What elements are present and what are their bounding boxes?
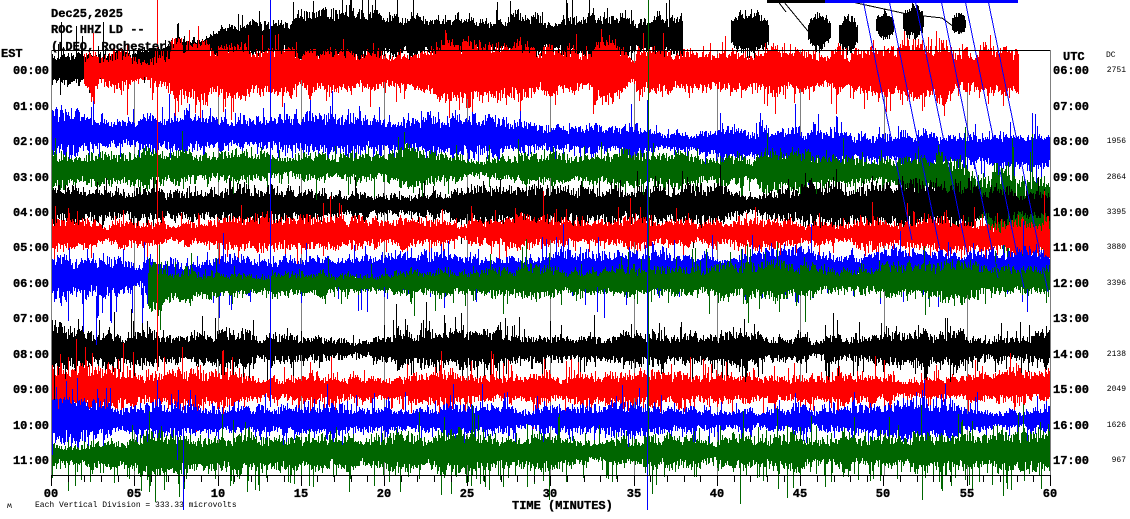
svg-text:12:00: 12:00 [1053,277,1089,291]
svg-text:60: 60 [1043,487,1057,501]
svg-text:11:00: 11:00 [13,454,49,468]
svg-text:35: 35 [627,487,641,501]
svg-text:50: 50 [876,487,890,501]
svg-text:09:00: 09:00 [1053,171,1089,185]
svg-text:1626: 1626 [1107,421,1126,430]
svg-text:00:00: 00:00 [13,64,49,78]
svg-text:13:00: 13:00 [1053,312,1089,326]
svg-text:2864: 2864 [1107,173,1126,182]
svg-text:09:00: 09:00 [13,383,49,397]
svg-text:55: 55 [960,487,974,501]
svg-text:(LDEO, Rochester): (LDEO, Rochester) [51,40,173,54]
svg-text:20: 20 [377,487,391,501]
svg-text:DC: DC [1106,51,1116,60]
svg-text:25: 25 [460,487,474,501]
svg-text:EST: EST [1,47,23,61]
svg-text:2138: 2138 [1107,350,1126,359]
svg-text:TIME (MINUTES): TIME (MINUTES) [512,499,613,513]
svg-text:30: 30 [543,487,557,501]
svg-text:10:00: 10:00 [13,419,49,433]
svg-text:10: 10 [211,487,225,501]
svg-text:00: 00 [44,487,58,501]
svg-text:3880: 3880 [1107,243,1126,252]
svg-text:05:00: 05:00 [13,241,49,255]
svg-text:17:00: 17:00 [1053,454,1089,468]
svg-text:Each Vertical Division = 333.: Each Vertical Division = 333.33 microvol… [35,501,237,510]
svg-text:08:00: 08:00 [13,348,49,362]
svg-text:UTC: UTC [1063,50,1085,64]
svg-text:ROC HHZ LD --: ROC HHZ LD -- [51,23,145,37]
svg-text:45: 45 [793,487,807,501]
svg-text:06:00: 06:00 [13,277,49,291]
svg-text:15:00: 15:00 [1053,383,1089,397]
svg-text:03:00: 03:00 [13,171,49,185]
svg-text:10:00: 10:00 [1053,206,1089,220]
svg-text:40: 40 [710,487,724,501]
svg-text:16:00: 16:00 [1053,419,1089,433]
svg-text:06:00: 06:00 [1053,64,1089,78]
svg-text:1956: 1956 [1107,137,1126,146]
svg-text:ʍ: ʍ [7,502,12,511]
svg-text:04:00: 04:00 [13,206,49,220]
svg-text:3396: 3396 [1107,279,1126,288]
svg-text:01:00: 01:00 [13,100,49,114]
svg-text:3395: 3395 [1107,208,1126,217]
svg-text:08:00: 08:00 [1053,135,1089,149]
svg-text:Dec25,2025: Dec25,2025 [51,7,123,21]
svg-text:07:00: 07:00 [13,312,49,326]
svg-text:2049: 2049 [1107,385,1126,394]
svg-text:2751: 2751 [1107,66,1126,75]
svg-text:07:00: 07:00 [1053,100,1089,114]
svg-text:11:00: 11:00 [1053,241,1089,255]
svg-text:15: 15 [294,487,308,501]
svg-text:05: 05 [127,487,141,501]
svg-text:14:00: 14:00 [1053,348,1089,362]
svg-text:02:00: 02:00 [13,135,49,149]
svg-text:967: 967 [1112,456,1127,465]
